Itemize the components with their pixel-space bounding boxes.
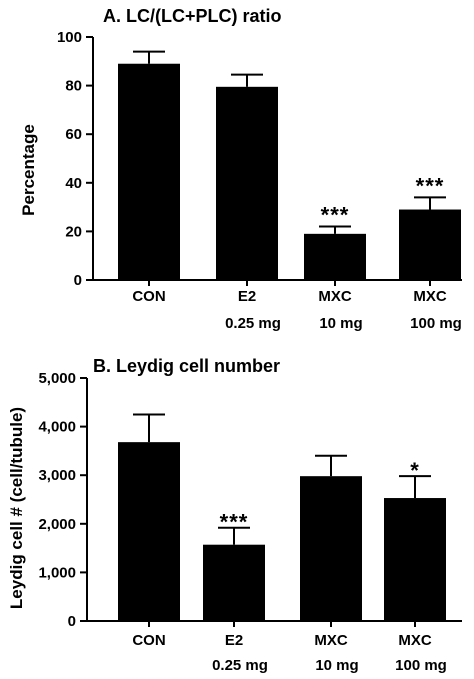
significance-marker-a: *** <box>321 203 350 228</box>
category-label-b: E2 <box>225 632 243 649</box>
bar-a <box>304 233 366 280</box>
y-tick-label-a: 80 <box>65 78 82 95</box>
significance-marker-b: *** <box>220 510 249 535</box>
bar-a <box>118 63 180 281</box>
y-axis-label-b: Leydig cell # (cell/tubule) <box>7 407 26 609</box>
category-sublabel-a: 100 mg <box>410 315 462 332</box>
bar-b <box>300 476 362 621</box>
chart-title-b: B. Leydig cell number <box>93 356 280 376</box>
bar-b <box>384 498 446 621</box>
chart-title-a: A. LC/(LC+PLC) ratio <box>103 6 282 26</box>
category-label-b: MXC <box>398 632 432 649</box>
category-label-a: MXC <box>413 288 447 305</box>
chart-panel-a: A. LC/(LC+PLC) ratio Percentage 0 20 40 60 80 1… <box>19 6 462 332</box>
bar-b <box>118 442 180 621</box>
y-tick-label-b: 3,000 <box>38 467 76 484</box>
y-tick-label-b: 4,000 <box>38 419 76 436</box>
category-sublabel-a: 10 mg <box>319 315 362 332</box>
chart-panel-b: B. Leydig cell number Leydig cell # (cell… <box>7 356 462 674</box>
significance-marker-b: * <box>410 458 420 483</box>
y-tick-label-a: 0 <box>74 272 82 289</box>
bar-b <box>203 544 265 621</box>
y-tick-label-a: 100 <box>57 29 82 46</box>
y-tick-label-b: 0 <box>68 613 76 630</box>
category-sublabel-a: 0.25 mg <box>225 315 281 332</box>
bar-a <box>399 209 461 280</box>
y-tick-label-a: 40 <box>65 175 82 192</box>
significance-marker-a: *** <box>416 173 445 198</box>
category-label-b: CON <box>132 632 165 649</box>
category-label-b: MXC <box>314 632 348 649</box>
y-tick-label-b: 5,000 <box>38 370 76 387</box>
category-label-a: E2 <box>238 288 256 305</box>
y-tick-label-b: 1,000 <box>38 564 76 581</box>
bar-a <box>216 86 278 280</box>
category-label-a: MXC <box>318 288 352 305</box>
category-label-a: CON <box>132 288 165 305</box>
y-tick-label-a: 20 <box>65 223 82 240</box>
category-sublabel-b: 10 mg <box>315 657 358 674</box>
y-tick-label-b: 2,000 <box>38 516 76 533</box>
category-sublabel-b: 0.25 mg <box>212 657 268 674</box>
y-tick-label-a: 60 <box>65 126 82 143</box>
y-axis-label-a: Percentage <box>19 124 38 216</box>
category-sublabel-b: 100 mg <box>395 657 447 674</box>
